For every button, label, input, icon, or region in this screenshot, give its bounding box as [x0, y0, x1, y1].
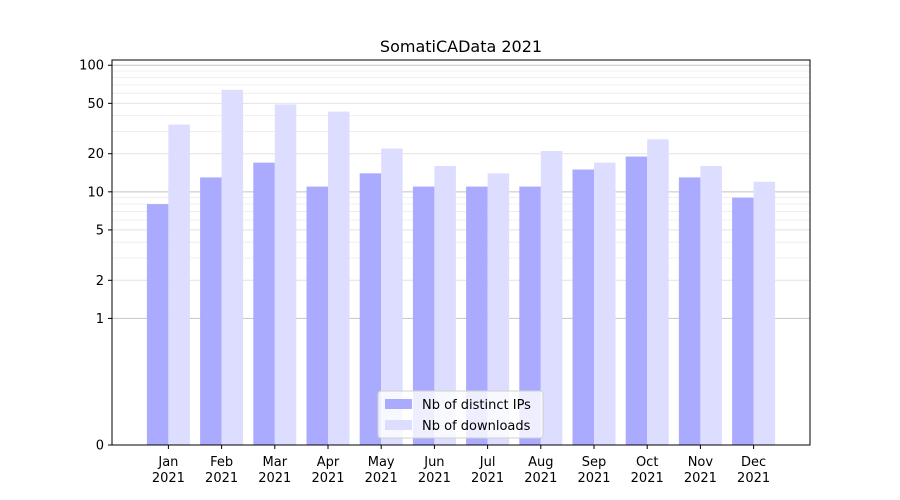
- bar-distinct-ips: [732, 197, 754, 445]
- x-tick-label: Aug 2021: [524, 455, 557, 486]
- bar-downloads: [487, 173, 510, 445]
- bar-distinct-ips: [572, 169, 595, 445]
- x-tick-label: Feb 2021: [205, 455, 238, 486]
- bar-distinct-ips: [625, 156, 648, 446]
- legend-swatch: [385, 420, 412, 430]
- legend: Nb of distinct IPs Nb of downloads: [377, 390, 544, 439]
- bar-distinct-ips: [306, 186, 328, 446]
- bar-downloads: [381, 148, 403, 445]
- bar-distinct-ips: [412, 186, 435, 446]
- y-tick-label: 0: [96, 439, 104, 454]
- bar-distinct-ips: [519, 186, 541, 446]
- x-tick-label: Mar 2021: [258, 455, 291, 486]
- bar-downloads: [274, 104, 297, 445]
- x-tick-label: Sep 2021: [577, 455, 610, 486]
- bar-distinct-ips: [253, 162, 275, 445]
- bar-downloads: [700, 165, 722, 446]
- bar-downloads: [327, 111, 350, 445]
- legend-label: Nb of distinct IPs: [422, 398, 531, 413]
- chart-title: SomatiCAData 2021: [380, 37, 542, 56]
- y-tick-label: 100: [79, 59, 104, 74]
- bar-downloads: [540, 151, 563, 445]
- y-tick-label: 2: [96, 274, 104, 289]
- bar-distinct-ips: [146, 204, 169, 445]
- bar-distinct-ips: [678, 177, 701, 446]
- bar-distinct-ips: [359, 173, 382, 445]
- bar-distinct-ips: [466, 186, 488, 446]
- y-tick-label: 1: [96, 312, 104, 327]
- x-tick-label: Oct 2021: [631, 455, 664, 486]
- bar-distinct-ips: [200, 177, 222, 446]
- plot-frame: [111, 59, 811, 446]
- y-tick-label: 5: [96, 223, 104, 238]
- x-tick-label: Dec 2021: [737, 455, 770, 486]
- x-tick-label: Jul 2021: [471, 455, 504, 486]
- bar-downloads: [647, 139, 669, 445]
- bars: [146, 89, 776, 446]
- legend-label: Nb of downloads: [422, 419, 531, 434]
- y-tick-label: 50: [87, 97, 104, 112]
- legend-box: [377, 390, 544, 439]
- x-tick-label: Nov 2021: [684, 455, 717, 486]
- legend-swatch: [385, 399, 412, 409]
- x-tick-label: Apr 2021: [311, 455, 344, 486]
- x-axis: Jan 2021 Feb 2021 Mar 2021 Apr 2021 May 2021 Jun 20…: [152, 445, 770, 486]
- y-axis: 0 1 2 5 10 20 50 100: [79, 59, 112, 454]
- bar-downloads: [168, 124, 190, 445]
- bar-downloads: [434, 165, 456, 446]
- y-tick-label: 10: [87, 185, 104, 200]
- x-tick-label: Jan 2021: [152, 455, 185, 486]
- x-tick-label: Jun 2021: [418, 455, 451, 486]
- x-tick-label: May 2021: [365, 455, 398, 486]
- bar-downloads: [221, 89, 244, 445]
- y-tick-label: 20: [87, 147, 104, 162]
- bar-downloads: [594, 162, 616, 445]
- bar-downloads: [753, 181, 776, 445]
